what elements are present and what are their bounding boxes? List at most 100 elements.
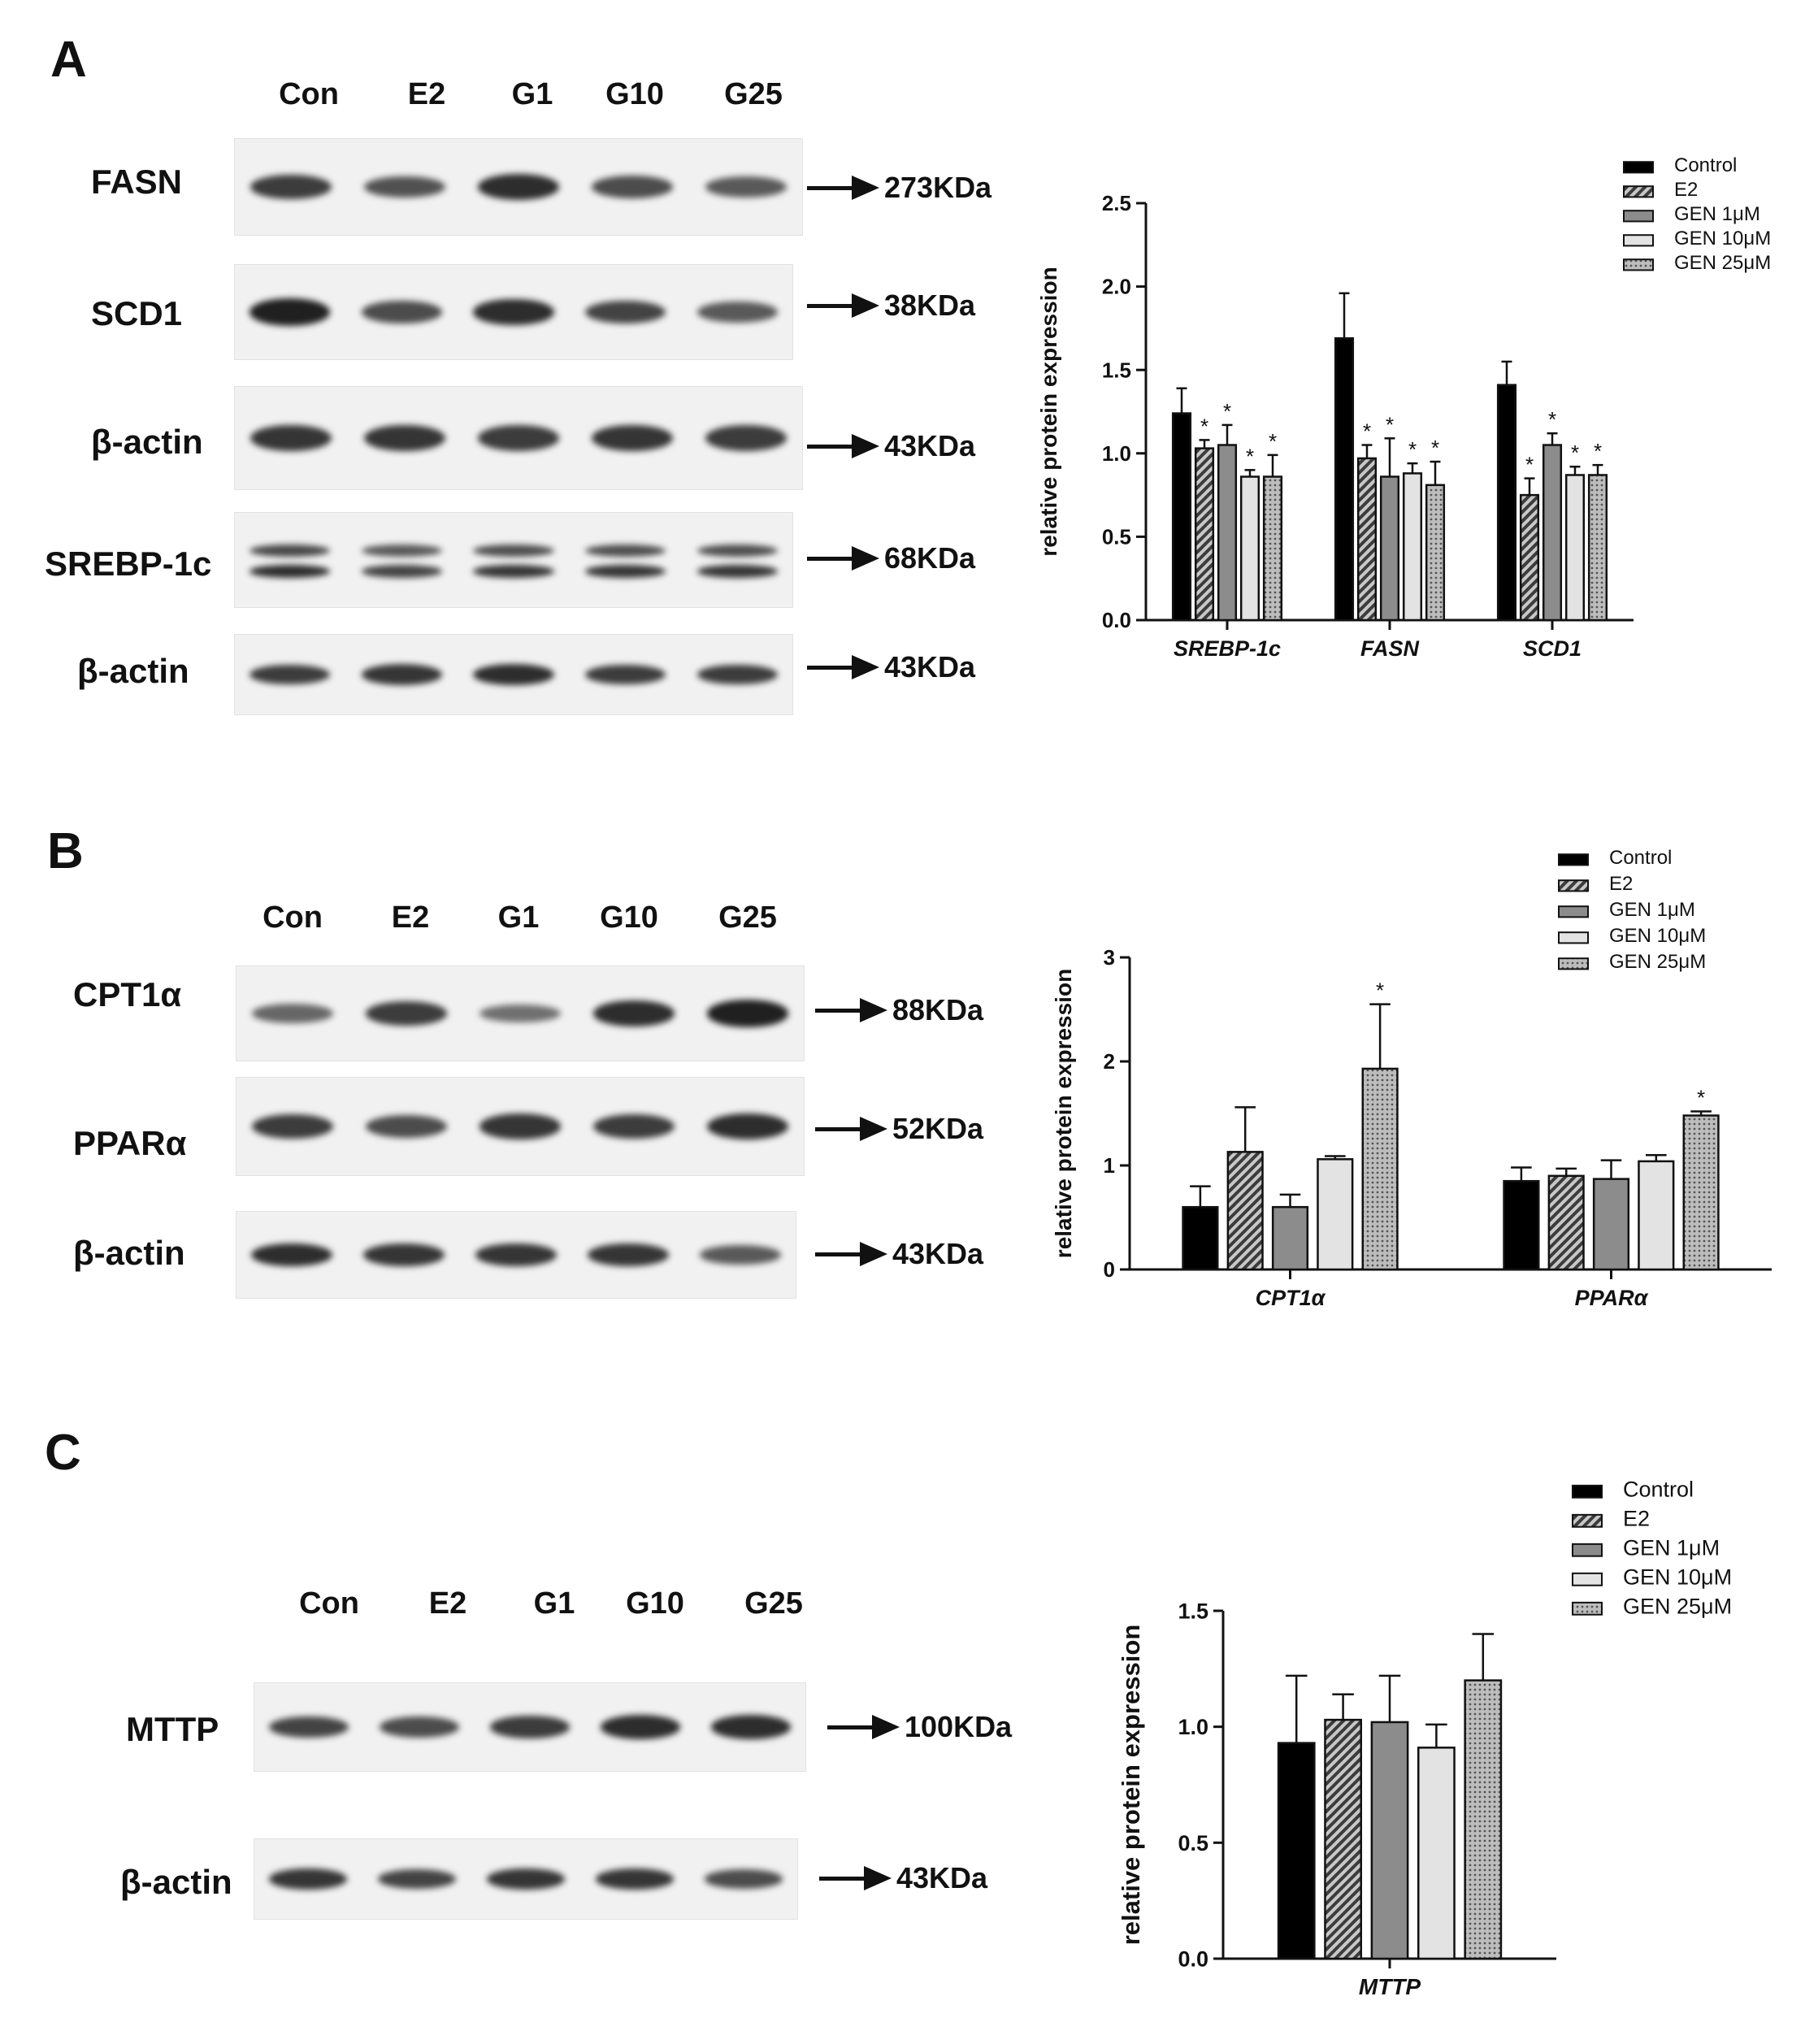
bar bbox=[1317, 1158, 1354, 1271]
blot-band bbox=[479, 1004, 562, 1023]
lane-label-g25-c: G25 bbox=[744, 1586, 803, 1621]
blot-band bbox=[365, 1001, 448, 1026]
category-label: SCD1 bbox=[1523, 636, 1582, 661]
legend-label: E2 bbox=[1623, 1506, 1650, 1530]
blot-band bbox=[588, 1243, 669, 1266]
blot-band bbox=[706, 1113, 789, 1140]
blot-cpt1a bbox=[236, 966, 805, 1061]
lane-label-e2: E2 bbox=[407, 77, 446, 111]
blot-band bbox=[473, 299, 554, 325]
bar bbox=[1370, 1721, 1409, 1960]
legend-swatch bbox=[1623, 210, 1654, 223]
blot-band bbox=[249, 298, 331, 326]
legend-label: E2 bbox=[1674, 179, 1698, 201]
lane-label-con: Con bbox=[279, 77, 339, 111]
blot-band bbox=[477, 425, 560, 451]
blot-band bbox=[361, 301, 442, 323]
bar bbox=[1464, 1679, 1503, 1960]
blot-band bbox=[591, 424, 674, 452]
bar bbox=[1547, 1174, 1585, 1271]
blot-band bbox=[473, 663, 554, 686]
mw-label-beta-actin-a1: 43KDa bbox=[884, 429, 976, 462]
lane-label-e2-b: E2 bbox=[391, 900, 430, 935]
significance-mark: * bbox=[1386, 412, 1394, 436]
legend-swatch bbox=[1572, 1572, 1603, 1586]
blot-band bbox=[591, 176, 674, 198]
y-axis-label: relative protein expression bbox=[1117, 1625, 1145, 1946]
y-axis-label: relative protein expression bbox=[1036, 267, 1061, 556]
protein-label-ppara: PPARα bbox=[73, 1124, 187, 1162]
significance-mark: * bbox=[1431, 436, 1439, 460]
blot-band bbox=[696, 565, 778, 578]
significance-mark: * bbox=[1246, 444, 1254, 468]
blot-band bbox=[592, 1113, 675, 1139]
legend-swatch bbox=[1572, 1601, 1603, 1616]
blot-band bbox=[696, 302, 778, 323]
mw-marker-ppara: 52KDa bbox=[815, 1112, 983, 1146]
y-tick-label: 1.0 bbox=[1178, 1715, 1208, 1739]
mw-marker-fasn: 273KDa bbox=[807, 171, 991, 205]
legend-swatch bbox=[1572, 1484, 1603, 1499]
blot-band bbox=[479, 1113, 562, 1139]
blot-band bbox=[585, 544, 666, 557]
lane-label-con-b: Con bbox=[263, 900, 323, 935]
mw-marker-beta-actin-a2: 43KDa bbox=[807, 650, 975, 684]
protein-label-srebp-1c: SREBP-1c bbox=[45, 545, 212, 583]
category-label: PPARα bbox=[1575, 1286, 1649, 1310]
blot-beta-actin-a1 bbox=[234, 386, 803, 490]
blot-band bbox=[592, 1000, 675, 1026]
lane-label-con-c: Con bbox=[299, 1586, 359, 1621]
blot-beta-actin-a2 bbox=[234, 634, 793, 715]
blot-band bbox=[704, 1869, 783, 1889]
legend-swatch bbox=[1623, 185, 1654, 198]
y-axis-label: relative protein expression bbox=[1051, 969, 1076, 1258]
protein-label-mttp: MTTP bbox=[126, 1710, 219, 1748]
blot-band bbox=[249, 664, 331, 685]
legend-label: GEN 1μM bbox=[1623, 1535, 1720, 1560]
significance-mark: * bbox=[1525, 453, 1534, 477]
legend-label: GEN 25μM bbox=[1674, 252, 1771, 274]
legend-swatch bbox=[1558, 931, 1589, 944]
blot-band bbox=[711, 1715, 791, 1739]
legend-label: GEN 25μM bbox=[1609, 951, 1706, 973]
lane-label-g10-b: G10 bbox=[600, 900, 658, 935]
legend-label: Control bbox=[1674, 154, 1737, 176]
protein-label-beta-actin-a1: β-actin bbox=[91, 423, 203, 461]
blot-fasn bbox=[234, 138, 803, 236]
blot-band bbox=[475, 1243, 557, 1266]
blot-band bbox=[365, 1114, 448, 1139]
mw-label-beta-actin-a2: 43KDa bbox=[884, 650, 976, 684]
legend-label: GEN 25μM bbox=[1623, 1594, 1732, 1618]
legend-label: Control bbox=[1623, 1477, 1694, 1501]
y-tick-label: 2.5 bbox=[1102, 191, 1131, 215]
legend-swatch bbox=[1558, 905, 1589, 918]
protein-label-fasn: FASN bbox=[91, 163, 183, 201]
blot-band bbox=[486, 1868, 566, 1890]
blot-beta-actin-c bbox=[254, 1838, 798, 1920]
blot-band bbox=[490, 1716, 570, 1738]
mw-marker-srebp-1c: 68KDa bbox=[807, 541, 975, 575]
mw-marker-beta-actin-c: 43KDa bbox=[819, 1861, 987, 1895]
protein-label-beta-actin-a2: β-actin bbox=[77, 652, 189, 690]
legend-swatch bbox=[1623, 258, 1654, 271]
lane-label-e2-c: E2 bbox=[428, 1586, 467, 1621]
significance-mark: * bbox=[1269, 429, 1277, 453]
lane-label-g10-c: G10 bbox=[626, 1586, 684, 1621]
blot-band bbox=[595, 1868, 675, 1890]
mw-label-srebp-1c: 68KDa bbox=[884, 541, 976, 575]
blot-band bbox=[473, 544, 554, 557]
legend-label: Control bbox=[1609, 847, 1672, 869]
significance-mark: * bbox=[1594, 439, 1602, 463]
mw-label-fasn: 273KDa bbox=[884, 171, 992, 204]
blot-band bbox=[269, 1716, 349, 1738]
blot-band bbox=[249, 424, 332, 452]
lane-label-g1-b: G1 bbox=[497, 900, 540, 935]
mw-marker-scd1: 38KDa bbox=[807, 289, 975, 323]
protein-label-cpt1a: CPT1α bbox=[73, 975, 182, 1013]
y-tick-label: 0.0 bbox=[1102, 608, 1131, 632]
blot-band bbox=[473, 565, 554, 578]
mw-label-scd1: 38KDa bbox=[884, 289, 976, 322]
mw-label-mttp: 100KDa bbox=[905, 1710, 1013, 1743]
bar bbox=[1226, 1151, 1264, 1271]
